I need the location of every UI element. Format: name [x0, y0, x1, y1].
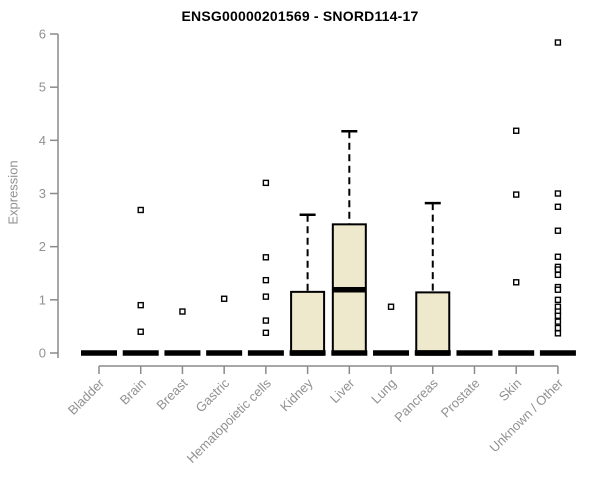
outlier-point: [554, 312, 562, 319]
x-category-label: Prostate: [438, 376, 483, 421]
collapsed-box-bar: [247, 350, 284, 356]
box-base-bar: [414, 350, 451, 356]
outlier-point: [137, 328, 144, 335]
outlier-point: [554, 203, 562, 210]
y-axis-label: Expression: [5, 160, 21, 225]
outlier-point: [262, 293, 270, 300]
outlier-point: [137, 301, 144, 309]
y-tick-label: 2: [39, 239, 46, 254]
y-tick-label: 5: [39, 80, 46, 95]
outlier-point: [513, 191, 520, 198]
x-category-label: Liver: [327, 375, 358, 406]
outlier-point: [179, 308, 186, 315]
x-category-label: Skin: [496, 376, 524, 404]
x-category-label: Breast: [153, 375, 190, 412]
outlier-point: [554, 253, 562, 260]
outlier-point: [220, 295, 228, 302]
outlier-point: [387, 303, 395, 310]
collapsed-box-bar: [456, 350, 493, 356]
outlier-point: [554, 330, 562, 337]
outlier-point: [554, 271, 562, 279]
box-base-bar: [331, 350, 368, 356]
outlier-point: [262, 254, 270, 261]
collapsed-box-bar: [164, 350, 201, 356]
x-category-label: Kidney: [277, 375, 316, 414]
x-category-label: Pancreas: [391, 375, 441, 425]
box-pancreas: [415, 291, 451, 355]
box-base-bar: [289, 350, 326, 356]
outlier-point: [513, 127, 520, 134]
outlier-point: [554, 286, 562, 293]
x-category-label: Gastric: [193, 375, 233, 415]
collapsed-box-bar: [206, 350, 243, 356]
outlier-point: [513, 279, 520, 286]
median-line: [332, 286, 366, 293]
outlier-point: [554, 318, 562, 325]
outlier-point: [554, 296, 562, 304]
box-kidney: [290, 290, 326, 355]
y-tick-label: 6: [39, 27, 46, 42]
outlier-point: [137, 206, 144, 214]
collapsed-box-bar: [539, 350, 576, 356]
outlier-point: [262, 276, 270, 284]
x-category-label: Bladder: [65, 375, 108, 418]
outlier-point: [262, 179, 270, 187]
outlier-point: [554, 227, 562, 234]
y-tick-label: 4: [39, 133, 46, 148]
outlier-point: [262, 329, 270, 336]
outlier-point: [554, 266, 562, 273]
collapsed-box-bar: [122, 350, 159, 356]
collapsed-box-bar: [373, 350, 410, 356]
y-tick-label: 0: [39, 346, 46, 361]
x-category-label: Unknown / Other: [486, 375, 566, 455]
collapsed-box-bar: [498, 350, 535, 356]
outlier-point: [554, 324, 562, 332]
x-category-label: Lung: [368, 376, 399, 407]
chart-title: ENSG00000201569 - SNORD114-17: [181, 8, 419, 24]
outlier-point: [554, 39, 562, 46]
outlier-point: [554, 190, 562, 197]
outlier-point: [262, 317, 270, 324]
y-tick-label: 1: [39, 292, 46, 307]
x-category-label: Brain: [117, 376, 149, 408]
y-tick-label: 3: [39, 186, 46, 201]
collapsed-box-bar: [81, 350, 117, 356]
